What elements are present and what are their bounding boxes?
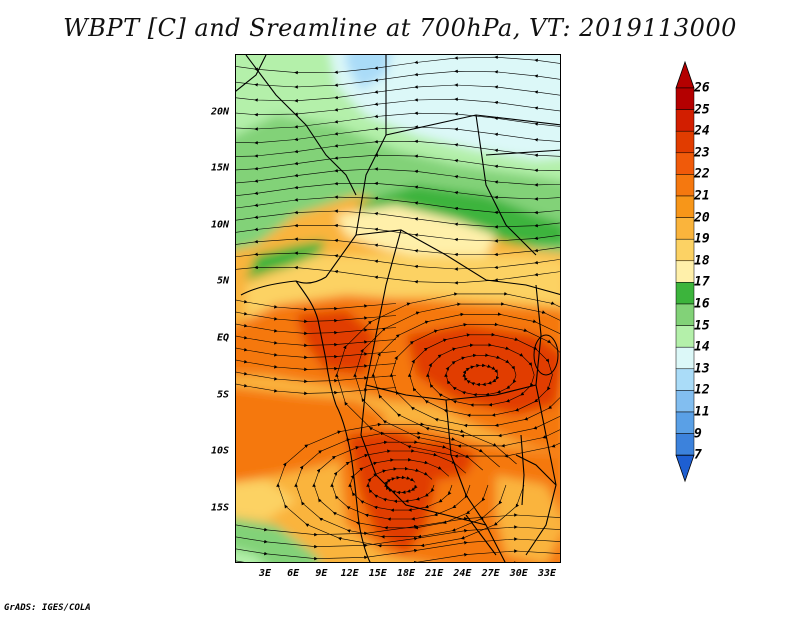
colorbar-label: 14 xyxy=(694,339,710,355)
colorbar-label: 13 xyxy=(694,361,710,377)
colorbar-label: 18 xyxy=(694,253,710,269)
colorbar-label: 12 xyxy=(694,382,710,398)
y-tick-label: 10S xyxy=(210,445,229,457)
colorbar-segment xyxy=(675,411,695,434)
colorbar-label: 25 xyxy=(694,102,710,118)
colorbar-segment xyxy=(675,130,695,154)
colorbar-segment xyxy=(675,217,695,240)
x-tick-label: 24E xyxy=(453,568,472,579)
colorbar xyxy=(674,60,744,560)
x-tick-label: 27E xyxy=(481,568,500,579)
y-tick-label: 5N xyxy=(216,275,229,287)
colorbar-label: 24 xyxy=(694,123,710,139)
colorbar-label: 26 xyxy=(694,80,710,96)
colorbar-label: 15 xyxy=(694,318,710,334)
y-tick-label: 15S xyxy=(210,502,229,514)
chart-title: WBPT [C] and Sreamline at 700hPa, VT: 20… xyxy=(63,14,737,42)
colorbar-label: 22 xyxy=(694,166,710,182)
y-tick-label: 10N xyxy=(210,219,229,231)
colorbar-segment xyxy=(675,109,695,132)
y-tick-label: 5S xyxy=(216,389,229,401)
x-tick-label: 9E xyxy=(315,568,328,579)
streamline xyxy=(236,223,560,243)
country-border xyxy=(515,454,557,556)
colorbar-label: 21 xyxy=(694,188,710,204)
streamline xyxy=(236,237,560,257)
colorbar-segment xyxy=(675,195,695,218)
colorbar-label: 23 xyxy=(694,145,710,161)
map-panel[interactable] xyxy=(235,54,561,563)
colorbar-segment xyxy=(675,390,695,413)
x-tick-label: 3E xyxy=(258,568,272,579)
colorbar-max-triangle xyxy=(675,60,695,89)
colorbar-segment xyxy=(675,346,695,370)
x-tick-label: 33E xyxy=(537,568,557,579)
colorbar-segment xyxy=(675,282,695,305)
streamline xyxy=(236,549,560,562)
colorbar-label: 19 xyxy=(694,231,710,247)
colorbar-segment xyxy=(675,303,695,326)
colorbar-segment xyxy=(675,260,695,283)
x-tick-label: 6E xyxy=(287,568,300,579)
x-tick-label: 30E xyxy=(509,568,528,579)
x-tick-label: 21E xyxy=(425,568,444,579)
y-tick-label: 20N xyxy=(210,106,229,118)
colorbar-segment xyxy=(675,152,695,175)
colorbar-label: 17 xyxy=(694,274,710,290)
credit-label: GrADS: IGES/COLA xyxy=(4,603,91,613)
colorbar-label: 20 xyxy=(694,210,710,226)
colorbar-segment xyxy=(675,87,695,110)
wbpt-map xyxy=(236,55,560,562)
x-tick-label: 12E xyxy=(340,568,359,579)
colorbar-label: 9 xyxy=(694,426,702,442)
colorbar-min-triangle xyxy=(675,454,695,483)
colorbar-label: 16 xyxy=(694,296,710,312)
colorbar-segment xyxy=(675,325,695,348)
y-tick-label: 15N xyxy=(210,162,229,174)
colorbar-label: 7 xyxy=(694,447,702,463)
streamline xyxy=(236,265,560,285)
colorbar-segment xyxy=(675,433,695,456)
colorbar-segment xyxy=(675,238,695,262)
streamline xyxy=(335,291,560,459)
x-tick-label: 18E xyxy=(396,568,416,579)
colorbar-segment xyxy=(675,368,695,391)
colorbar-label: 11 xyxy=(694,404,710,420)
colorbar-segment xyxy=(675,174,695,197)
x-tick-label: 15E xyxy=(368,568,387,579)
y-tick-label: EQ xyxy=(216,332,229,344)
